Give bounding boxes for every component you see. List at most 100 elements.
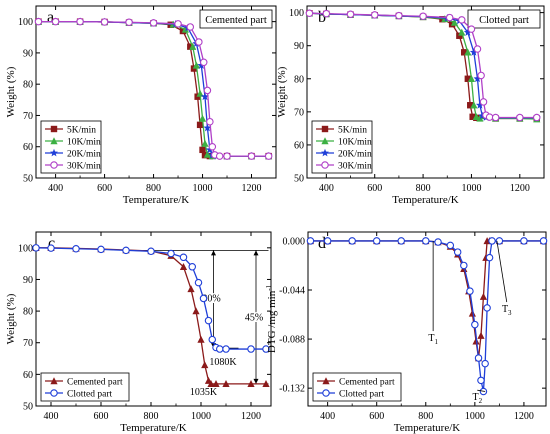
data-point xyxy=(463,28,472,36)
data-point xyxy=(395,11,403,20)
data-point xyxy=(204,316,213,325)
x-tick-label: 1000 xyxy=(461,183,481,194)
y-tick-label: -0.088 xyxy=(279,335,305,346)
data-point xyxy=(199,294,208,303)
y-axis-label: Weight (%) xyxy=(5,293,17,344)
data-point xyxy=(532,113,541,122)
series-line xyxy=(310,240,544,392)
data-point xyxy=(196,89,204,97)
panel-b: 400 600 800 1000 1200 50 60 70 80 90 100 Temperatur… xyxy=(276,5,545,206)
data-point xyxy=(149,19,158,27)
data-point xyxy=(97,245,105,254)
x-tick-label: 800 xyxy=(416,183,431,194)
data-point xyxy=(197,335,205,343)
data-point xyxy=(167,249,175,258)
legend-entry: Clotted part xyxy=(45,389,112,400)
legend-label: 20K/min xyxy=(338,150,372,160)
legend-entry: 5K/min xyxy=(45,126,96,136)
legend-swatch-marker xyxy=(50,125,58,133)
data-point xyxy=(539,237,548,245)
data-point xyxy=(198,114,207,122)
panel-label-box xyxy=(199,9,273,29)
data-point xyxy=(122,246,130,255)
data-point xyxy=(469,48,478,56)
arrow-30-percent-head-top xyxy=(211,250,216,256)
data-point xyxy=(208,335,217,344)
arrow-45-percent-head-bottom xyxy=(253,378,259,384)
data-point xyxy=(306,237,315,245)
series-line xyxy=(35,247,266,350)
x-tick-label: 600 xyxy=(369,411,384,422)
data-point xyxy=(187,285,195,293)
data-point xyxy=(477,71,485,80)
legend-label: 5K/min xyxy=(338,126,367,136)
legend-entry: Cemented part xyxy=(45,377,123,388)
legend-swatch-marker xyxy=(321,137,329,145)
y-tick-label: 0.000 xyxy=(283,236,306,247)
series-clotted-part xyxy=(306,237,548,396)
data-point xyxy=(192,307,200,315)
y-tick-label: 90 xyxy=(23,275,33,286)
data-point xyxy=(262,380,270,388)
data-point xyxy=(216,345,224,353)
legend-label: 30K/min xyxy=(67,162,101,172)
y-axis-label: DTG /mg min-1 xyxy=(265,284,278,353)
x-tick-label: 1000 xyxy=(193,183,213,194)
series-line xyxy=(309,12,537,120)
legend-label: Cemented part xyxy=(339,378,395,388)
data-point xyxy=(372,237,381,245)
data-point xyxy=(34,17,43,26)
y-tick-label: 100 xyxy=(18,243,33,254)
data-point xyxy=(186,23,195,31)
data-point xyxy=(473,45,482,53)
x-tick-label: 1200 xyxy=(510,183,530,194)
legend-swatch-marker xyxy=(321,125,329,133)
legend-entry: 20K/min xyxy=(45,148,101,160)
panel-d: 400 600 800 1000 1200 0.000 -0.044 -0.088 -0.132… xyxy=(265,231,548,434)
y-tick-label: 50 xyxy=(23,174,33,185)
series-30k-min xyxy=(34,17,273,160)
data-point xyxy=(370,11,379,19)
legend: Cemented part Clotted part xyxy=(312,372,402,402)
data-point xyxy=(32,244,40,252)
y-axis-label-superscript: -1 xyxy=(265,284,273,290)
data-point xyxy=(212,380,220,388)
data-point xyxy=(181,25,189,33)
annotation-t3-subscript: 3 xyxy=(508,309,512,317)
x-tick-label: 800 xyxy=(146,183,161,194)
data-point xyxy=(485,113,494,121)
legend-swatch-marker xyxy=(50,377,58,385)
data-point xyxy=(479,292,488,300)
panel-letter: b xyxy=(318,9,326,26)
data-point xyxy=(473,74,482,83)
panel-letter: c xyxy=(48,235,55,252)
data-point xyxy=(485,253,494,262)
data-point xyxy=(464,48,472,56)
legend-label: Clotted part xyxy=(67,390,112,400)
x-tick-label: 800 xyxy=(144,411,159,422)
data-point xyxy=(348,237,356,245)
data-point xyxy=(422,237,430,245)
data-point xyxy=(247,380,255,388)
legend-entry: Cemented part xyxy=(317,377,395,388)
x-tick-label: 1200 xyxy=(241,411,261,422)
series-line xyxy=(309,12,537,120)
data-point xyxy=(346,10,355,19)
y-tick-label: -0.132 xyxy=(279,384,305,395)
data-point xyxy=(450,18,459,26)
data-point xyxy=(483,304,491,312)
data-point xyxy=(477,331,485,339)
data-point xyxy=(397,237,405,245)
data-point xyxy=(456,32,463,39)
legend-swatch-marker xyxy=(50,137,58,145)
data-point xyxy=(188,263,197,271)
data-point xyxy=(474,354,483,362)
x-tick-label: 400 xyxy=(319,183,334,194)
y-tick-label: 100 xyxy=(18,17,33,28)
data-point xyxy=(453,248,462,256)
data-point xyxy=(491,113,500,122)
series-line xyxy=(310,240,544,359)
legend-label: 20K/min xyxy=(67,150,101,160)
data-point xyxy=(467,74,476,82)
x-axis-label: Temperature/K xyxy=(392,194,458,206)
